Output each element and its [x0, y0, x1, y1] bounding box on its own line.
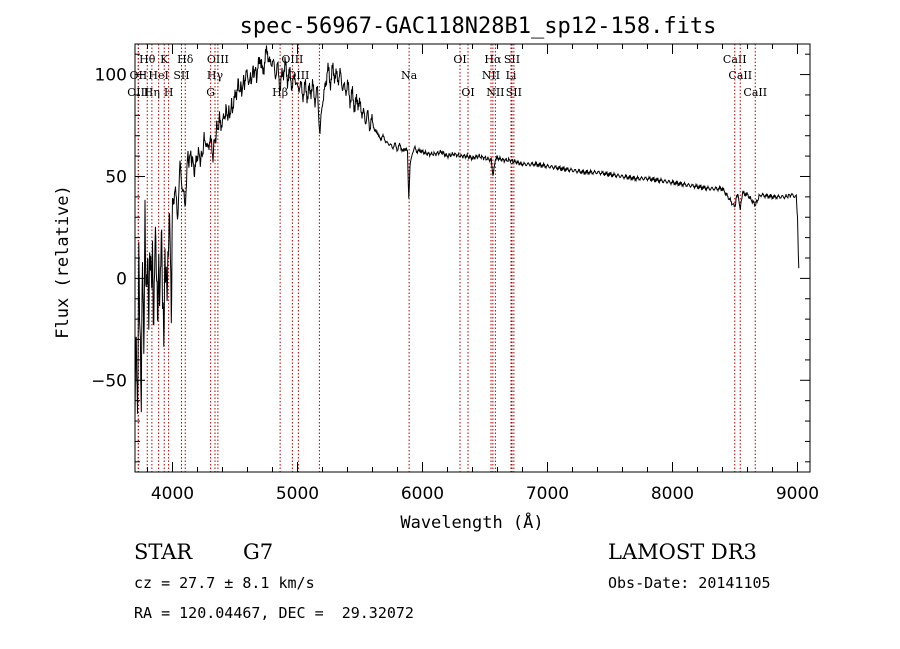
chart-title: spec-56967-GAC118N28B1_sp12-158.fits	[240, 14, 717, 39]
x-tick-label-3: 7000	[526, 484, 569, 504]
line-label-0: Hθ	[139, 53, 156, 66]
object-class: STAR	[134, 540, 193, 564]
line-label-7: SII	[173, 69, 189, 82]
spectrum-line	[134, 45, 800, 418]
x-tick-label-2: 6000	[401, 484, 444, 504]
y-axis-label: Flux (relative)	[53, 185, 73, 339]
line-label-21: NII	[486, 86, 504, 99]
line-label-4: Hη	[144, 86, 160, 99]
line-label-20: NII	[482, 69, 500, 82]
line-label-27: CaII	[743, 86, 767, 99]
line-label-25: CaII	[723, 53, 747, 66]
x-tick-label-1: 5000	[276, 484, 319, 504]
line-label-9: OIII	[207, 53, 229, 66]
line-label-24: SII	[506, 86, 522, 99]
line-label-18: OI	[461, 86, 474, 99]
x-axis-label: Wavelength (Å)	[400, 511, 543, 533]
x-tick-label-0: 4000	[151, 484, 194, 504]
survey-name: LAMOST DR3	[608, 540, 757, 564]
y-tick-label-3: 100	[95, 66, 127, 86]
line-label-16: Na	[401, 69, 418, 82]
spectrum-layer	[134, 45, 800, 418]
line-label-12: Hβ	[272, 86, 288, 99]
y-tick-label-0: −50	[91, 371, 127, 391]
coordinates: RA = 120.04467, DEC = 29.32072	[134, 604, 414, 622]
axis-ticks-layer: 4000 5000 6000 7000 8000 9000 −50 0 50 100	[91, 44, 819, 504]
object-subclass: G7	[243, 540, 274, 564]
line-label-17: OI	[453, 53, 466, 66]
y-tick-label-2: 50	[105, 167, 127, 187]
x-tick-label-4: 8000	[651, 484, 694, 504]
line-label-3: HeI	[148, 69, 168, 82]
y-tick-label-1: 0	[116, 269, 127, 289]
line-label-8: Hδ	[177, 53, 194, 66]
line-label-11: G	[206, 86, 215, 99]
line-label-5: K	[160, 53, 169, 66]
line-label-22: SII	[504, 53, 520, 66]
line-label-19: Hα	[484, 53, 502, 66]
observation-date: Obs-Date: 20141105	[608, 574, 771, 592]
plot-frame	[134, 43, 811, 473]
redshift-velocity: cz = 27.7 ± 8.1 km/s	[134, 574, 315, 592]
line-label-6: H	[164, 86, 174, 99]
line-label-26: CaII	[728, 69, 752, 82]
line-label-23: Li	[506, 69, 517, 82]
x-tick-label-5: 9000	[776, 484, 819, 504]
line-label-2: OIII	[127, 86, 149, 99]
line-label-10: Hγ	[207, 69, 224, 82]
